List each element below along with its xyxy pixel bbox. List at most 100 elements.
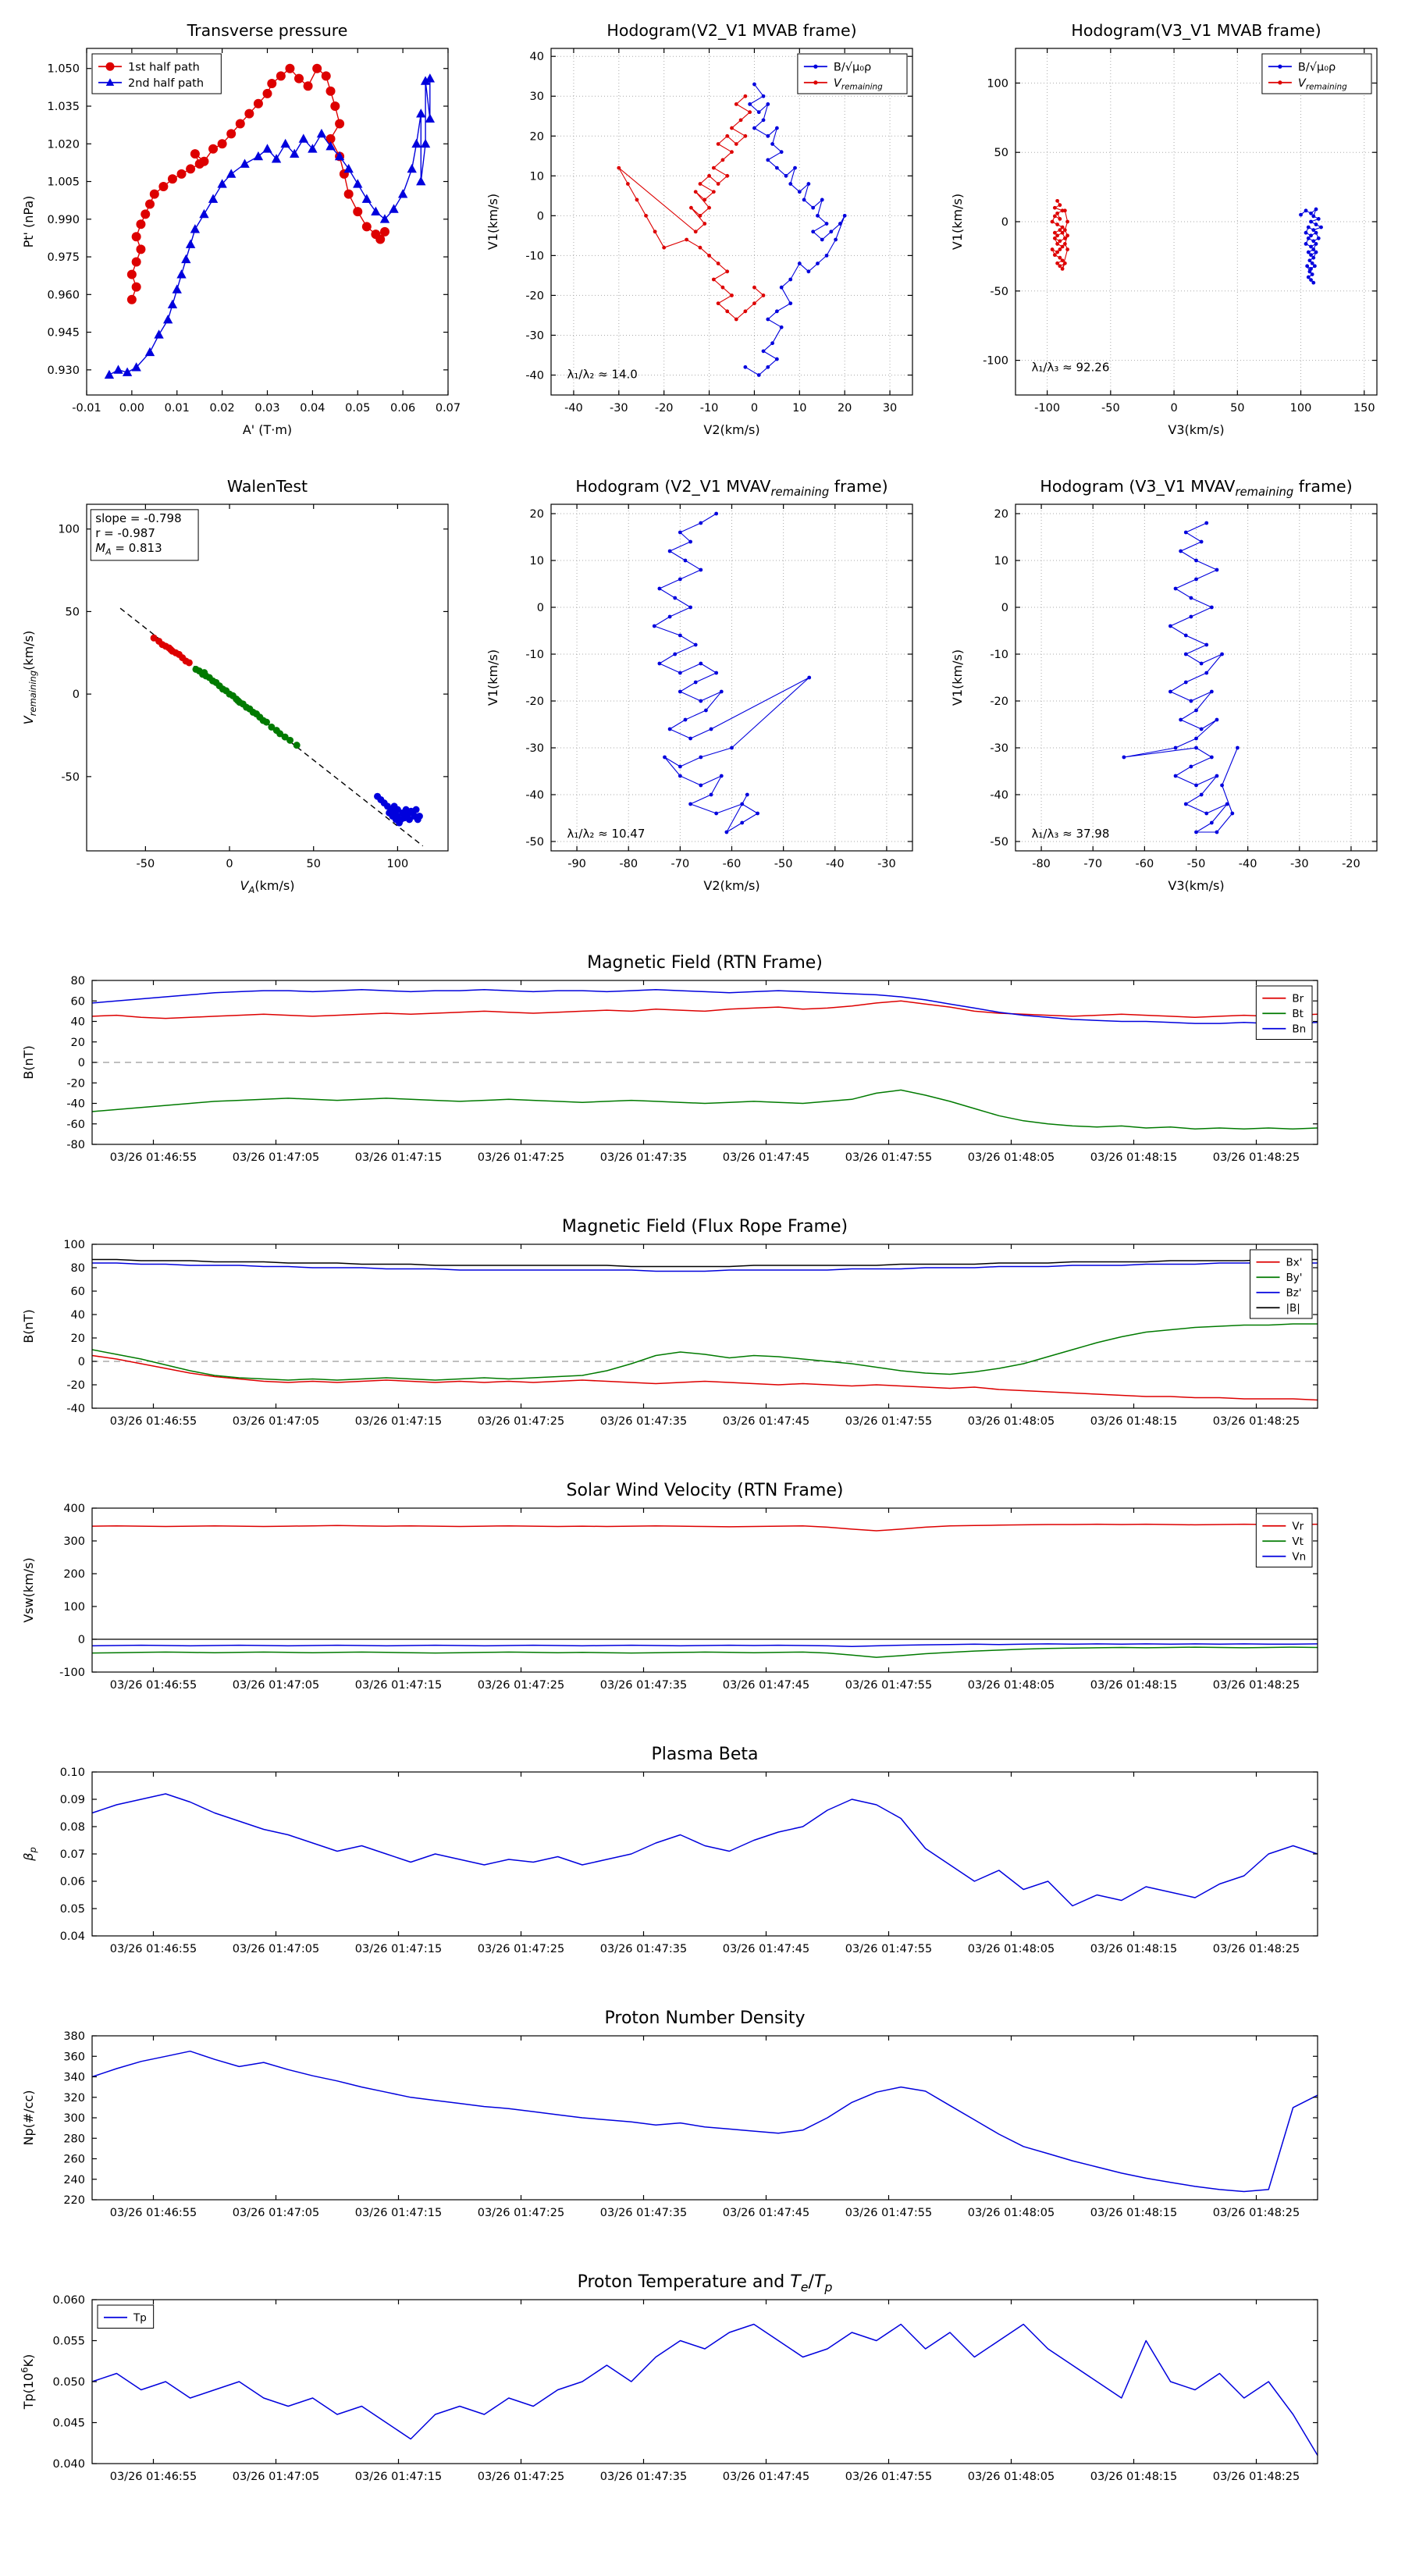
svg-text:0.04: 0.04 [60, 1930, 85, 1943]
svg-text:03/26 01:47:05: 03/26 01:47:05 [233, 1151, 320, 1164]
svg-text:V1(km/s): V1(km/s) [486, 194, 500, 250]
svg-text:50: 50 [994, 147, 1008, 159]
svg-text:Vremaining(km/s): Vremaining(km/s) [21, 631, 38, 724]
svg-text:B(nT): B(nT) [21, 1309, 36, 1343]
svg-text:0.03: 0.03 [254, 402, 279, 415]
svg-text:A' (T·m): A' (T·m) [243, 422, 292, 437]
svg-text:03/26 01:47:25: 03/26 01:47:25 [478, 1679, 565, 1692]
svg-text:-50: -50 [61, 771, 80, 784]
svg-text:20: 20 [71, 1037, 85, 1049]
svg-text:03/26 01:47:15: 03/26 01:47:15 [355, 2207, 443, 2219]
svg-text:-100: -100 [983, 355, 1008, 368]
svg-text:200: 200 [63, 1568, 85, 1581]
svg-text:20: 20 [530, 130, 544, 143]
svg-text:03/26 01:48:15: 03/26 01:48:15 [1090, 2471, 1178, 2483]
svg-text:0.055: 0.055 [52, 2336, 85, 2348]
svg-text:03/26 01:47:55: 03/26 01:47:55 [845, 2471, 933, 2483]
svg-text:Hodogram(V3_V1 MVAB frame): Hodogram(V3_V1 MVAB frame) [1071, 21, 1321, 41]
svg-text:0.05: 0.05 [345, 402, 370, 415]
svg-text:r = -0.987: r = -0.987 [95, 526, 155, 540]
svg-text:1.050: 1.050 [47, 63, 80, 76]
svg-text:03/26 01:47:35: 03/26 01:47:35 [600, 1151, 688, 1164]
svg-text:03/26 01:47:05: 03/26 01:47:05 [233, 2471, 320, 2483]
svg-text:V3(km/s): V3(km/s) [1168, 422, 1224, 437]
svg-text:-10: -10 [700, 402, 719, 415]
svg-text:λ₁/λ₃ ≈ 92.26: λ₁/λ₃ ≈ 92.26 [1032, 361, 1110, 375]
svg-text:03/26 01:47:25: 03/26 01:47:25 [478, 2207, 565, 2219]
svg-text:300: 300 [63, 2112, 85, 2125]
svg-text:03/26 01:47:35: 03/26 01:47:35 [600, 1943, 688, 1955]
svg-text:B/√μ₀ρ: B/√μ₀ρ [834, 61, 871, 73]
svg-text:-10: -10 [525, 649, 544, 661]
svg-text:Bn: Bn [1292, 1023, 1306, 1035]
svg-text:03/26 01:48:05: 03/26 01:48:05 [968, 1679, 1055, 1692]
svg-text:0: 0 [1170, 402, 1177, 415]
svg-text:Proton Temperature and Te/Tp: Proton Temperature and Te/Tp [578, 2272, 833, 2295]
svg-text:03/26 01:47:15: 03/26 01:47:15 [355, 1679, 443, 1692]
svg-text:Tp: Tp [133, 2311, 147, 2324]
svg-text:Vsw(km/s): Vsw(km/s) [21, 1557, 36, 1622]
svg-text:03/26 01:48:05: 03/26 01:48:05 [968, 1151, 1055, 1164]
svg-text:80: 80 [71, 975, 85, 987]
svg-text:-40: -40 [1239, 858, 1257, 870]
svg-text:60: 60 [71, 995, 85, 1008]
svg-text:03/26 01:48:25: 03/26 01:48:25 [1213, 2471, 1300, 2483]
svg-text:100: 100 [1290, 402, 1312, 415]
svg-text:100: 100 [63, 1601, 85, 1614]
svg-text:0.060: 0.060 [52, 2294, 85, 2307]
svg-text:-90: -90 [567, 858, 586, 870]
svg-text:0.945: 0.945 [47, 327, 80, 340]
svg-text:-20: -20 [990, 696, 1008, 708]
svg-text:03/26 01:48:05: 03/26 01:48:05 [968, 2471, 1055, 2483]
svg-text:0.960: 0.960 [47, 289, 80, 301]
svg-text:0.045: 0.045 [52, 2418, 85, 2430]
svg-text:260: 260 [63, 2154, 85, 2166]
svg-text:MA = 0.813: MA = 0.813 [95, 541, 162, 557]
svg-text:03/26 01:47:05: 03/26 01:47:05 [233, 1415, 320, 1428]
chart-walen-test: -50 0 50 100 -50 0 50 100 WalenTest VA(km/s) Vrema… [12, 465, 464, 899]
svg-text:03/26 01:47:15: 03/26 01:47:15 [355, 1943, 443, 1955]
svg-text:Hodogram (V3_V1 MVAVremaining: Hodogram (V3_V1 MVAVremaining frame) [1040, 477, 1352, 499]
svg-text:-100: -100 [59, 1667, 85, 1679]
svg-text:VA(km/s): VA(km/s) [240, 878, 295, 895]
svg-text:220: 220 [63, 2194, 85, 2207]
svg-text:10: 10 [530, 170, 544, 183]
chart-magnetic-field-rtn: 03/26 01:46:55 03/26 01:47:05 03/26 01:47:… [0, 951, 1405, 1179]
svg-text:03/26 01:48:25: 03/26 01:48:25 [1213, 1151, 1300, 1164]
svg-text:1st half path: 1st half path [128, 61, 200, 73]
svg-text:-80: -80 [619, 858, 638, 870]
svg-text:03/26 01:46:55: 03/26 01:46:55 [110, 1415, 197, 1428]
svg-text:03/26 01:47:45: 03/26 01:47:45 [723, 1943, 810, 1955]
svg-text:40: 40 [71, 1309, 85, 1322]
svg-text:Plasma Beta: Plasma Beta [652, 1745, 759, 1764]
chart-transverse-pressure: -0.01 0.00 0.01 0.02 0.03 0.04 0.05 0.06 0.07 0.9… [12, 9, 464, 443]
svg-text:WalenTest: WalenTest [227, 477, 308, 496]
svg-text:0.10: 0.10 [60, 1767, 85, 1779]
svg-text:03/26 01:46:55: 03/26 01:46:55 [110, 2207, 197, 2219]
chart-hodogram-v3v1-mvab: -100 -50 0 50 100 150 -100 -50 0 50 100 Hodogram(V3… [941, 9, 1393, 443]
svg-text:|B|: |B| [1286, 1302, 1300, 1315]
svg-text:V1(km/s): V1(km/s) [486, 649, 500, 706]
svg-text:-60: -60 [66, 1119, 85, 1131]
svg-text:03/26 01:47:15: 03/26 01:47:15 [355, 1151, 443, 1164]
svg-text:100: 100 [387, 858, 409, 870]
svg-text:03/26 01:48:05: 03/26 01:48:05 [968, 1415, 1055, 1428]
svg-text:-70: -70 [1083, 858, 1102, 870]
svg-text:V1(km/s): V1(km/s) [950, 649, 965, 706]
svg-text:10: 10 [994, 555, 1008, 568]
svg-text:03/26 01:47:05: 03/26 01:47:05 [233, 1943, 320, 1955]
svg-text:40: 40 [530, 51, 544, 63]
svg-text:-50: -50 [525, 836, 544, 849]
svg-text:03/26 01:47:25: 03/26 01:47:25 [478, 1943, 565, 1955]
svg-text:03/26 01:47:45: 03/26 01:47:45 [723, 1151, 810, 1164]
svg-text:Hodogram (V2_V1 MVAVremaining: Hodogram (V2_V1 MVAVremaining frame) [575, 477, 887, 499]
svg-text:03/26 01:47:45: 03/26 01:47:45 [723, 1415, 810, 1428]
svg-text:-70: -70 [671, 858, 690, 870]
svg-text:03/26 01:48:15: 03/26 01:48:15 [1090, 1943, 1178, 1955]
svg-text:Vt: Vt [1292, 1535, 1304, 1548]
svg-text:-20: -20 [525, 696, 544, 708]
svg-text:20: 20 [994, 508, 1008, 521]
svg-text:03/26 01:46:55: 03/26 01:46:55 [110, 1151, 197, 1164]
svg-text:-30: -30 [525, 742, 544, 755]
